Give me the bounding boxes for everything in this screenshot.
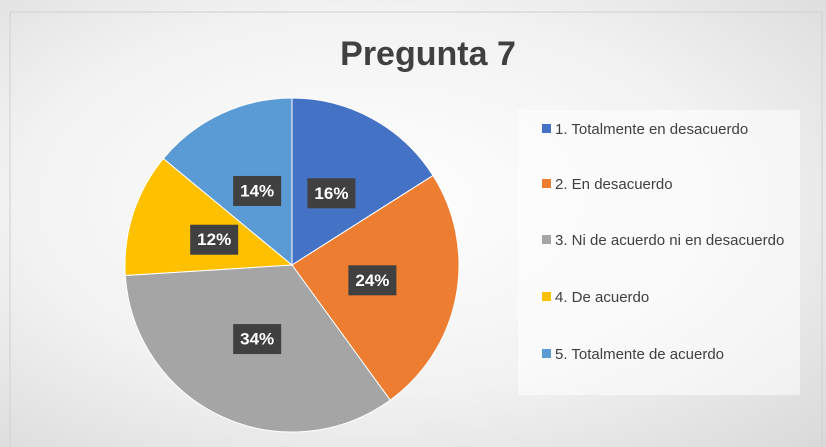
chart-border (9, 11, 823, 447)
data-label-box (348, 265, 397, 296)
legend-label: 2. En desacuerdo (555, 176, 673, 193)
legend-item: 2. En desacuerdo (542, 174, 792, 196)
data-label-box (233, 324, 282, 355)
legend-item: 5. Totalmente de acuerdo (542, 344, 792, 366)
legend-label: 3. Ni de acuerdo ni en desacuerdo (555, 232, 785, 249)
legend-swatch (542, 292, 551, 301)
legend-label: 1. Totalmente en desacuerdo (555, 121, 749, 138)
legend-swatch (542, 235, 551, 244)
data-label: 16% (314, 184, 348, 203)
pie-slice (162, 97, 293, 267)
data-label: 24% (355, 271, 389, 290)
chart-title: Pregunta 7 (340, 35, 516, 73)
legend-label: 5. Totalmente de acuerdo (555, 346, 725, 363)
legend-item: 3. Ni de acuerdo ni en desacuerdo (542, 230, 792, 252)
data-label-box (307, 178, 356, 209)
data-label-box (190, 224, 239, 255)
data-label: 34% (240, 330, 274, 349)
data-label: 12% (197, 230, 231, 249)
legend-item: 4. De acuerdo (542, 287, 792, 309)
data-label-box (233, 175, 282, 206)
legend: 1. Totalmente en desacuerdo 2. En desacue… (518, 110, 800, 395)
pie-slice (291, 97, 434, 266)
data-label: 14% (240, 181, 274, 200)
legend-item: 1. Totalmente en desacuerdo (542, 119, 792, 141)
pie-slice (124, 157, 294, 277)
legend-swatch (542, 124, 551, 133)
legend-swatch (542, 179, 551, 188)
legend-label: 4. De acuerdo (555, 289, 650, 306)
legend-swatch (542, 349, 551, 358)
